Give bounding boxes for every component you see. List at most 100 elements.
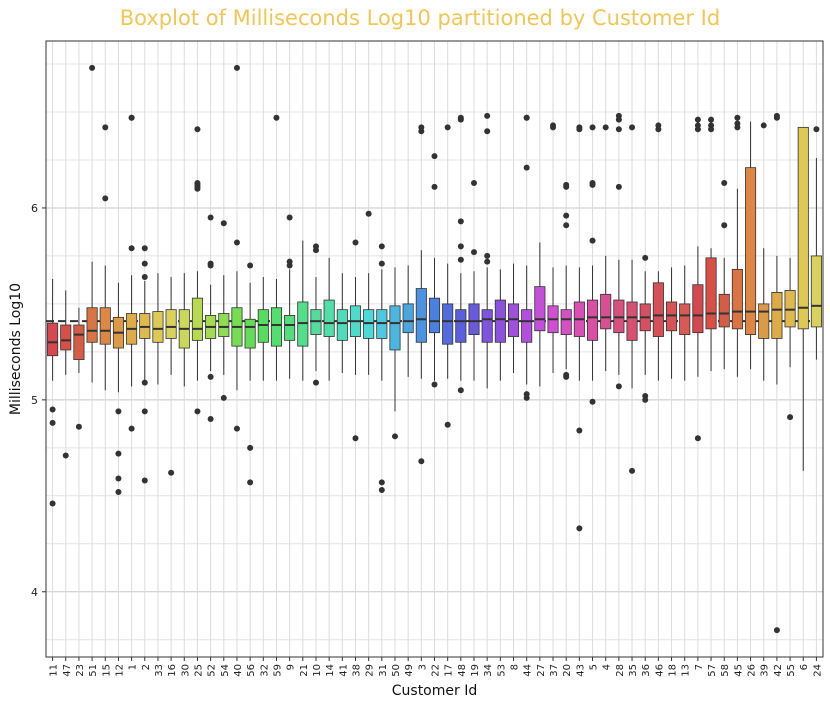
outlier-point bbox=[615, 116, 622, 123]
x-tick-label: 31 bbox=[378, 664, 389, 677]
box-body bbox=[731, 268, 743, 330]
x-tick-label: 3 bbox=[417, 664, 428, 670]
x-tick-label: 13 bbox=[681, 664, 692, 677]
x-tick-label: 8 bbox=[510, 664, 521, 670]
x-tick-label: 38 bbox=[351, 664, 362, 677]
box-40 bbox=[231, 64, 243, 432]
box-body bbox=[270, 307, 283, 347]
box-46 bbox=[652, 122, 664, 381]
outlier-point bbox=[444, 421, 451, 428]
box-body bbox=[99, 307, 111, 345]
box-59 bbox=[270, 114, 283, 381]
box-57 bbox=[705, 116, 717, 372]
x-tick-label: 7 bbox=[694, 664, 705, 670]
box-2 bbox=[139, 245, 151, 484]
outlier-point bbox=[115, 475, 122, 482]
x-tick-label: 45 bbox=[733, 664, 744, 677]
x-tick-label: 40 bbox=[233, 664, 244, 677]
outlier-point bbox=[484, 258, 491, 265]
outlier-point bbox=[378, 260, 385, 267]
outlier-point bbox=[233, 425, 240, 432]
x-tick-label: 48 bbox=[457, 664, 468, 677]
outlier-point bbox=[457, 387, 464, 394]
outlier-point bbox=[576, 126, 583, 133]
box-30 bbox=[178, 273, 190, 387]
box-17 bbox=[442, 124, 454, 428]
outlier-point bbox=[128, 425, 135, 432]
x-tick-label: 46 bbox=[654, 664, 665, 677]
box-29 bbox=[363, 210, 375, 375]
outlier-point bbox=[391, 433, 398, 440]
x-tick-label: 51 bbox=[88, 664, 99, 677]
outlier-point bbox=[708, 116, 715, 123]
outlier-point bbox=[694, 435, 701, 442]
box-10 bbox=[310, 243, 322, 386]
outlier-point bbox=[286, 214, 293, 221]
x-tick-label: 15 bbox=[101, 664, 112, 677]
outlier-point bbox=[141, 477, 148, 484]
box-body bbox=[652, 282, 664, 337]
box-body bbox=[810, 255, 822, 328]
box-body bbox=[521, 309, 533, 343]
box-4 bbox=[600, 124, 612, 372]
box-55 bbox=[784, 257, 796, 421]
box-45 bbox=[731, 114, 743, 377]
outlier-point bbox=[589, 124, 596, 131]
box-37 bbox=[547, 122, 559, 373]
x-tick-label: 27 bbox=[536, 664, 547, 677]
box-44 bbox=[521, 114, 533, 401]
outlier-point bbox=[563, 212, 570, 219]
outlier-point bbox=[576, 427, 583, 434]
outlier-point bbox=[576, 525, 583, 532]
box-body bbox=[771, 291, 783, 339]
outlier-point bbox=[312, 379, 319, 386]
outlier-point bbox=[708, 126, 715, 133]
x-tick-label: 49 bbox=[404, 664, 415, 677]
outlier-point bbox=[721, 222, 728, 229]
outlier-point bbox=[813, 126, 820, 133]
box-22 bbox=[428, 153, 441, 388]
outlier-point bbox=[760, 122, 767, 129]
box-body bbox=[86, 307, 98, 343]
outlier-point bbox=[734, 114, 741, 121]
x-tick-label: 24 bbox=[812, 664, 823, 677]
box-body bbox=[191, 297, 203, 341]
x-tick-label: 2 bbox=[141, 664, 152, 670]
outlier-point bbox=[89, 64, 96, 71]
x-tick-label: 9 bbox=[286, 664, 297, 670]
box-14 bbox=[323, 257, 335, 381]
outlier-point bbox=[75, 423, 82, 430]
x-tick-label: 54 bbox=[220, 664, 231, 677]
box-49 bbox=[402, 265, 414, 377]
outlier-point bbox=[457, 256, 464, 263]
outlier-point bbox=[563, 373, 570, 380]
outlier-point bbox=[141, 245, 148, 252]
box-33 bbox=[152, 273, 164, 385]
outlier-point bbox=[352, 239, 359, 246]
box-15 bbox=[99, 124, 111, 391]
box-43 bbox=[573, 124, 585, 532]
outlier-point bbox=[194, 185, 201, 192]
outlier-point bbox=[378, 243, 385, 250]
outlier-point bbox=[431, 183, 438, 190]
outlier-point bbox=[49, 500, 56, 507]
outlier-point bbox=[721, 180, 728, 187]
outlier-point bbox=[286, 262, 293, 269]
x-tick-label: 20 bbox=[562, 664, 573, 677]
x-tick-label: 37 bbox=[549, 664, 560, 677]
outlier-point bbox=[589, 398, 596, 405]
outlier-point bbox=[115, 488, 122, 495]
box-50 bbox=[389, 267, 401, 440]
y-tick-label: 6 bbox=[31, 202, 38, 215]
box-12 bbox=[112, 282, 124, 495]
outlier-point bbox=[471, 249, 478, 256]
x-tick-label: 35 bbox=[628, 664, 639, 677]
outlier-point bbox=[194, 408, 201, 415]
outlier-point bbox=[102, 124, 109, 131]
outlier-point bbox=[141, 260, 148, 267]
box-20 bbox=[560, 181, 572, 380]
outlier-point bbox=[589, 181, 596, 188]
outlier-point bbox=[168, 469, 175, 476]
outlier-point bbox=[247, 262, 254, 269]
